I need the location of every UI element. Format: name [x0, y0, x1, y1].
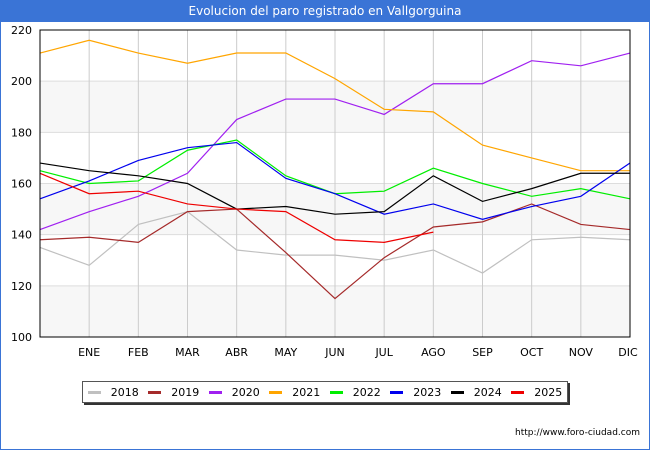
x-tick-label: ABR	[225, 346, 248, 359]
x-tick-label: NOV	[569, 346, 594, 359]
legend-label: 2018	[110, 385, 139, 399]
y-tick-label: 120	[11, 280, 32, 293]
legend-label: 2021	[292, 385, 321, 399]
legend-label: 2024	[473, 385, 502, 399]
series-line-2020	[39, 52, 631, 231]
series-lines	[39, 39, 631, 300]
y-tick-label: 140	[11, 229, 32, 242]
legend-swatch	[148, 390, 162, 394]
series-line-2018	[39, 210, 631, 274]
legend-item-2024: 2024	[450, 385, 502, 399]
x-axis-ticks: ENE FEB MAR ABR MAY JUN JUL AGO SEP OCT NOV DIC	[78, 346, 638, 359]
legend-item-2019: 2019	[148, 386, 199, 399]
legend-label: 2019	[171, 385, 200, 399]
legend-label: 2023	[413, 385, 442, 399]
legend: 2018 2019 2020 2021 2022 2023 2024 2025	[82, 381, 568, 403]
legend-item-2023: 2023	[390, 386, 441, 399]
legend-swatch	[450, 390, 464, 394]
series-line-2025	[39, 172, 434, 243]
y-tick-label: 100	[11, 331, 32, 344]
y-tick-label: 220	[11, 24, 32, 37]
chart-title: Evolucion del paro registrado en Vallgor…	[0, 0, 650, 22]
legend-swatch	[511, 390, 525, 394]
x-tick-label: AGO	[421, 346, 446, 359]
legend-swatch	[269, 390, 283, 394]
series-line-2023	[39, 141, 631, 220]
legend-item-2025: 2025	[511, 386, 562, 399]
legend-swatch	[87, 390, 101, 394]
x-tick-label: ENE	[78, 346, 100, 359]
legend-swatch	[208, 390, 222, 394]
x-tick-label: MAR	[175, 346, 200, 359]
legend-label: 2020	[231, 385, 260, 399]
x-tick-label: DIC	[618, 346, 638, 359]
x-tick-label: FEB	[128, 346, 149, 359]
y-tick-label: 160	[11, 178, 32, 191]
legend-item-2018: 2018	[87, 385, 139, 399]
legend-item-2021: 2021	[269, 386, 320, 399]
legend-item-2020: 2020	[208, 385, 260, 399]
series-line-2021	[39, 39, 630, 172]
source-link[interactable]: http://www.foro-ciudad.com	[515, 428, 640, 438]
legend-swatch	[329, 390, 343, 394]
legend-label: 2025	[534, 385, 563, 399]
x-tick-label: JUN	[324, 346, 345, 359]
x-tick-label: JUL	[374, 346, 393, 359]
series-line-2019	[39, 203, 631, 300]
legend-swatch	[390, 390, 404, 394]
y-axis-ticks: 100 120 140 160 180 200 220	[11, 24, 32, 344]
x-tick-label: SEP	[472, 346, 493, 359]
y-tick-label: 200	[11, 75, 32, 88]
series-line-2024	[39, 162, 630, 215]
x-tick-label: MAY	[274, 346, 297, 359]
legend-item-2022: 2022	[329, 385, 381, 399]
y-tick-label: 180	[11, 126, 32, 139]
legend-label: 2022	[352, 385, 381, 399]
plot-border	[39, 29, 631, 338]
x-tick-label: OCT	[520, 346, 543, 359]
